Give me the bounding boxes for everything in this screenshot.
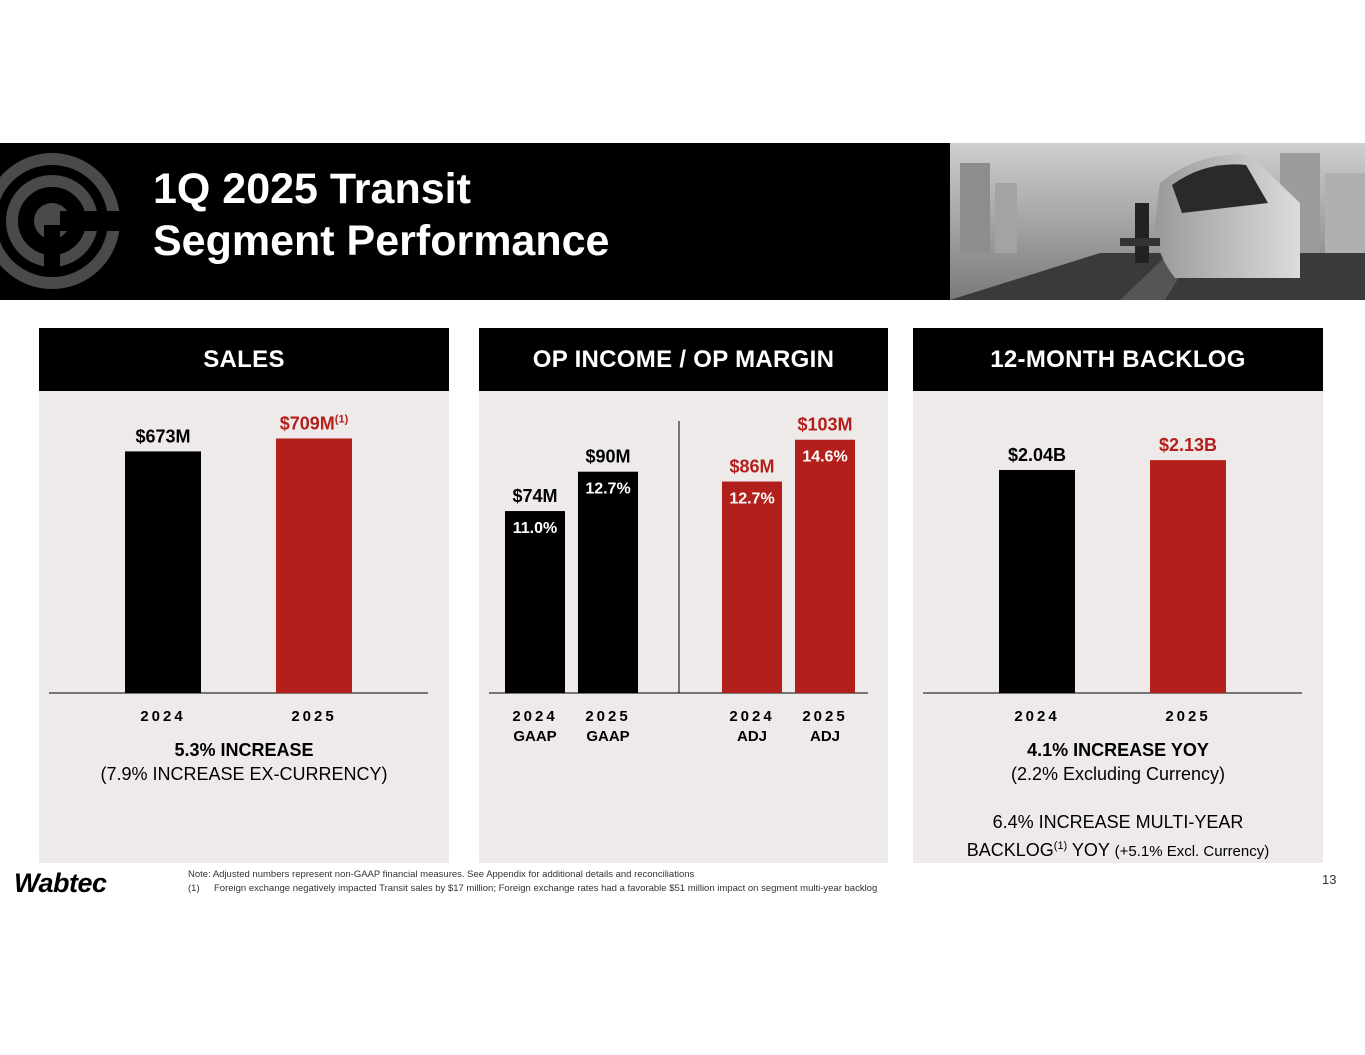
backlog-summary-bold: 4.1% INCREASE YOY [1027, 740, 1209, 760]
multi-year-line-1: 6.4% INCREASE MULTI-YEAR [992, 812, 1244, 832]
sales-chart: $673M 2024 $709M(1) 2025 [49, 413, 428, 725]
sales-bar-2024 [125, 451, 201, 693]
backlog-summary: 4.1% INCREASE YOY (2.2% Excluding Curren… [913, 738, 1323, 786]
title-line-2: Segment Performance [153, 217, 610, 265]
sales-heading: SALES [39, 328, 449, 391]
page-number: 13 [1322, 872, 1337, 887]
sales-bar-2025 [276, 438, 352, 693]
op-value-label-2025-gaap: $90M [585, 447, 630, 467]
op-margin-label-2024-gaap: 11.0% [513, 520, 557, 537]
op-tick-2025-gaap: 2025 [585, 708, 630, 725]
op-sublabel-2025-adj: ADJ [810, 728, 840, 745]
backlog-bar-2025 [1150, 460, 1226, 693]
backlog-heading: 12-MONTH BACKLOG [913, 328, 1323, 391]
title-banner: 1Q 2025 Transit Segment Performance [0, 143, 1365, 300]
op-value-label-2024-gaap: $74M [512, 486, 557, 506]
sales-tick-2024: 2024 [140, 708, 185, 725]
op-sublabel-2024-adj: ADJ [737, 728, 767, 745]
sales-panel: SALES $673M 2024 $709M(1) 2025 5.3% INCREAS… [39, 328, 449, 863]
op-margin-label-2025-adj: 14.6% [802, 449, 847, 466]
title-line-1: 1Q 2025 Transit [153, 165, 471, 213]
op-bar-2024-adj [722, 481, 782, 693]
op-tick-2024-adj: 2024 [729, 708, 774, 725]
backlog-chart: $2.04B 2024 $2.13B 2025 [923, 435, 1302, 725]
op-income-chart: $74M 11.0% 2024 GAAP $90M 12.7% 2025 GAAP $86M 12… [489, 415, 868, 745]
sales-value-label-2024: $673M [135, 426, 190, 446]
op-income-heading: OP INCOME / OP MARGIN [479, 328, 888, 391]
wabtec-wordmark: Wabtec [14, 868, 107, 898]
multi-year-backlog-note: 6.4% INCREASE MULTI-YEAR BACKLOG(1) YOY … [913, 810, 1323, 864]
op-value-label-2024-adj: $86M [729, 457, 774, 477]
sales-summary-bold: 5.3% INCREASE [174, 740, 314, 760]
backlog-tick-2025: 2025 [1165, 708, 1210, 725]
backlog-panel: 12-MONTH BACKLOG $2.04B 2024 $2.13B 2025 4.… [913, 328, 1323, 863]
multi-year-line-2: BACKLOG(1) YOY (+5.1% Excl. Currency) [966, 840, 1270, 860]
op-margin-label-2024-adj: 12.7% [729, 491, 774, 508]
train-photo [950, 143, 1365, 300]
footnote-1: (1) Foreign exchange negatively impacted … [188, 883, 878, 894]
sales-summary: 5.3% INCREASE (7.9% INCREASE EX-CURRENCY… [39, 738, 449, 786]
backlog-tick-2024: 2024 [1014, 708, 1059, 725]
op-bar-2025-gaap [578, 471, 638, 693]
backlog-bar-2024 [999, 469, 1075, 693]
footnotes: Note: Adjusted numbers represent non-GAA… [188, 868, 877, 896]
op-tick-2025-adj: 2025 [802, 708, 847, 725]
op-bar-2025-adj [795, 439, 855, 693]
op-margin-label-2025-gaap: 12.7% [585, 481, 630, 498]
op-value-label-2025-adj: $103M [797, 415, 852, 435]
sales-tick-2025: 2025 [291, 708, 336, 725]
sales-summary-detail: (7.9% INCREASE EX-CURRENCY) [100, 764, 388, 784]
footer-note: Note: Adjusted numbers represent non-GAA… [188, 869, 695, 880]
sales-value-label-2025: $709M(1) [280, 413, 349, 433]
op-tick-2024-gaap: 2024 [512, 708, 557, 725]
backlog-value-label-2025: $2.13B [1159, 435, 1217, 455]
backlog-summary-detail: (2.2% Excluding Currency) [1010, 764, 1226, 784]
backlog-value-label-2024: $2.04B [1008, 445, 1066, 465]
page-title: 1Q 2025 Transit Segment Performance [153, 163, 609, 267]
op-sublabel-2024-gaap: GAAP [513, 728, 556, 745]
op-income-panel: OP INCOME / OP MARGIN $74M 11.0% 2024 GAAP $… [479, 328, 888, 863]
op-bar-2024-gaap [505, 511, 565, 693]
wabtec-logo-icon [0, 153, 122, 289]
op-sublabel-2025-gaap: GAAP [586, 728, 629, 745]
